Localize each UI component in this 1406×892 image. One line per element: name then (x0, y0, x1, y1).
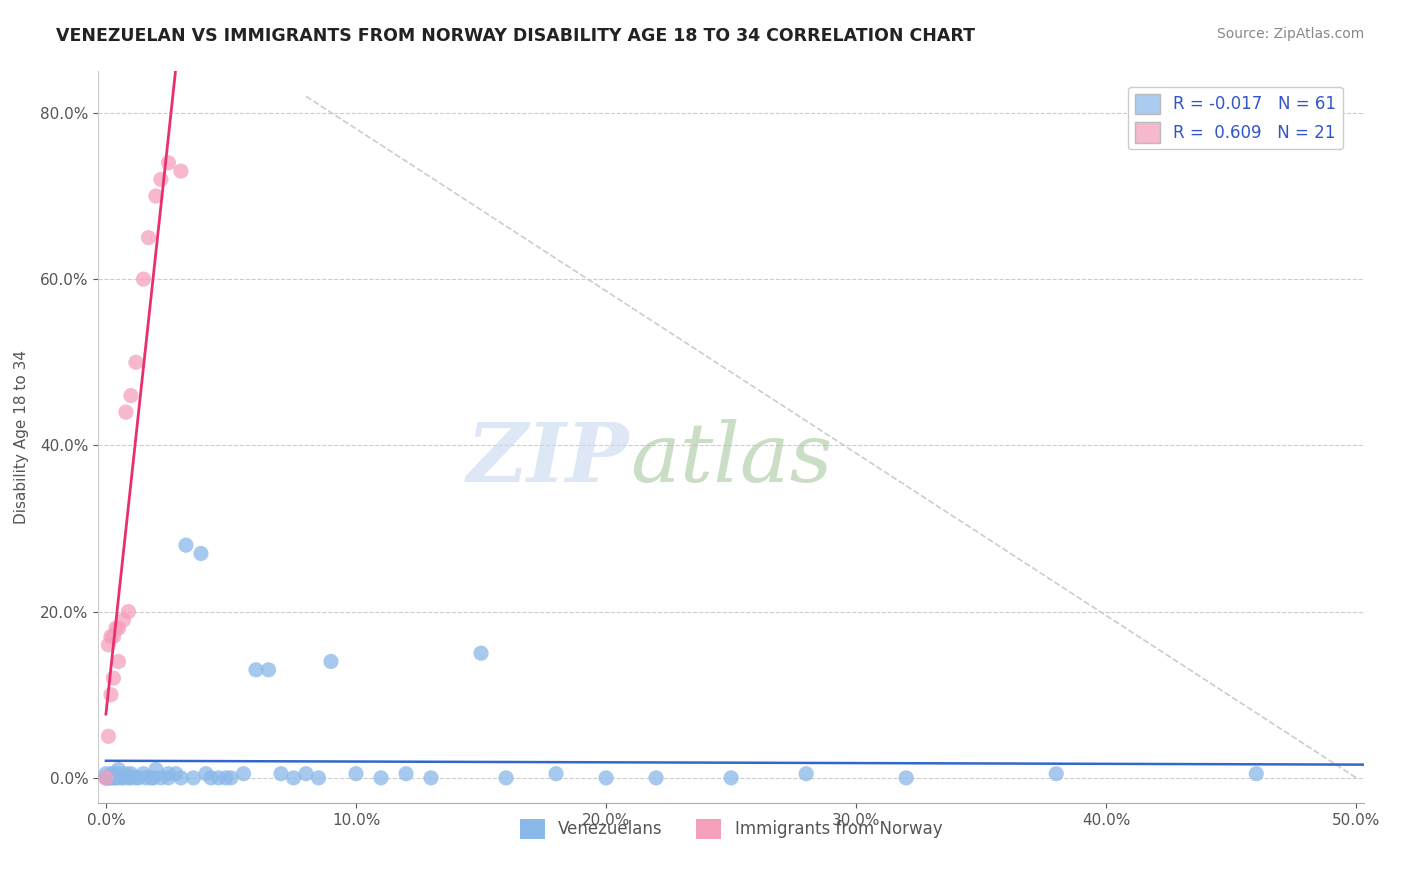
Point (100, 771, 122, 785)
Point (308, 771, 330, 785)
Text: Source: ZipAtlas.com: Source: ZipAtlas.com (1216, 27, 1364, 41)
Point (103, 671, 125, 685)
Point (174, 538, 197, 552)
Point (100, 630, 122, 644)
Point (94, 771, 117, 785)
Point (395, 766, 418, 780)
Point (117, 605, 139, 619)
Point (170, 771, 193, 785)
Point (94, 771, 117, 785)
Point (344, 766, 367, 780)
Point (283, 771, 305, 785)
Point (107, 763, 129, 777)
Point (319, 655, 342, 669)
Point (132, 766, 155, 780)
Point (295, 766, 318, 780)
Point (125, 771, 148, 785)
Point (595, 771, 617, 785)
Point (120, 388, 142, 402)
Point (194, 766, 217, 780)
Point (97, 771, 120, 785)
Point (107, 621, 129, 635)
Point (94, 771, 117, 785)
Point (103, 771, 125, 785)
Point (117, 771, 139, 785)
Point (100, 688, 122, 702)
Point (110, 771, 132, 785)
Point (97, 729, 120, 743)
Point (165, 766, 187, 780)
Point (207, 771, 229, 785)
Point (139, 771, 162, 785)
Point (270, 766, 292, 780)
Point (127, 771, 149, 785)
Point (245, 663, 267, 677)
Point (200, 771, 222, 785)
Point (97, 638, 120, 652)
Point (145, 189, 167, 203)
Point (544, 766, 567, 780)
Point (107, 766, 129, 780)
Point (135, 771, 157, 785)
Point (138, 230, 160, 244)
Point (370, 771, 392, 785)
Point (115, 766, 138, 780)
Point (107, 655, 129, 669)
Text: atlas: atlas (630, 419, 832, 499)
Point (190, 546, 212, 560)
Point (495, 771, 517, 785)
Point (149, 172, 172, 186)
Point (170, 164, 193, 178)
Point (157, 766, 180, 780)
Point (183, 771, 205, 785)
Point (157, 155, 180, 169)
Text: ZIP: ZIP (467, 419, 630, 499)
Point (120, 771, 142, 785)
Point (215, 771, 238, 785)
Point (100, 766, 122, 780)
Point (1246, 766, 1268, 780)
Point (470, 646, 492, 660)
Point (645, 771, 668, 785)
Point (112, 771, 135, 785)
Y-axis label: Disability Age 18 to 34: Disability Age 18 to 34 (14, 350, 30, 524)
Point (125, 355, 148, 369)
Point (132, 272, 155, 286)
Point (120, 766, 142, 780)
Point (142, 771, 165, 785)
Point (420, 771, 443, 785)
Point (94, 766, 117, 780)
Point (257, 663, 280, 677)
Point (104, 621, 127, 635)
Point (157, 771, 180, 785)
Point (720, 771, 742, 785)
Point (115, 405, 138, 419)
Point (103, 630, 125, 644)
Point (794, 766, 817, 780)
Point (112, 613, 135, 627)
Point (104, 771, 127, 785)
Point (104, 771, 127, 785)
Point (103, 766, 125, 780)
Legend: Venezuelans, Immigrants from Norway: Venezuelans, Immigrants from Norway (513, 812, 949, 846)
Point (896, 771, 918, 785)
Point (232, 766, 254, 780)
Text: VENEZUELAN VS IMMIGRANTS FROM NORWAY DISABILITY AGE 18 TO 34 CORRELATION CHART: VENEZUELAN VS IMMIGRANTS FROM NORWAY DIS… (56, 27, 976, 45)
Point (1045, 766, 1067, 780)
Point (145, 763, 167, 777)
Point (97, 771, 120, 785)
Point (219, 771, 242, 785)
Point (149, 771, 172, 785)
